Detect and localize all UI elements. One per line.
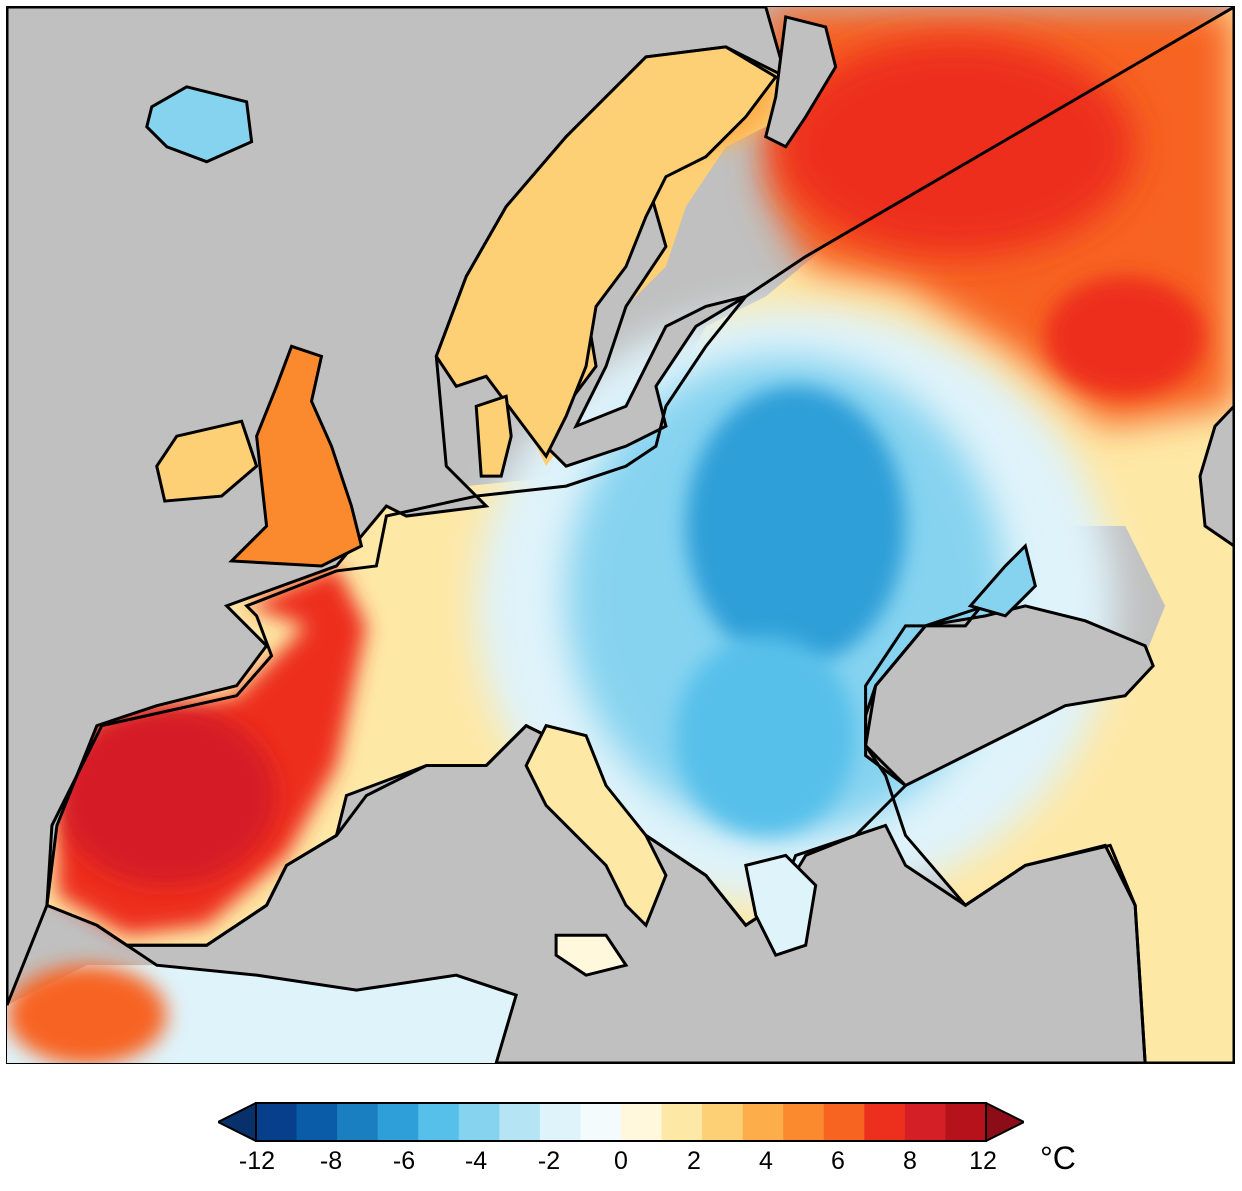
colorbar-segment <box>418 1103 460 1141</box>
ireland-coast <box>155 419 259 503</box>
colorbar-svg <box>218 1102 1024 1142</box>
cold-core-inner <box>685 386 906 666</box>
iceland-coast <box>145 85 254 164</box>
iberia-core <box>56 705 277 886</box>
cold-core-south <box>675 635 856 836</box>
white-sea <box>764 15 838 149</box>
temperature-anomaly-map <box>6 6 1235 1064</box>
crimea <box>967 543 1037 618</box>
scandinavia-coast <box>434 45 778 459</box>
colorbar-segment <box>864 1103 906 1141</box>
morocco-warm <box>7 965 167 1063</box>
sicily <box>554 933 629 977</box>
colorbar-tick-label: 8 <box>903 1147 917 1175</box>
hot-russia-core <box>775 36 1136 257</box>
denmark-coast <box>474 394 513 478</box>
map-canvas <box>7 7 1234 1063</box>
colorbar-segment <box>337 1103 379 1141</box>
colorbar-unit-label: °C <box>1040 1140 1076 1176</box>
colorbar <box>218 1102 1024 1142</box>
colorbar-tick-label: -12 <box>238 1147 276 1175</box>
baltic-sea <box>544 173 747 468</box>
colorbar-tick-label: 12 <box>969 1147 997 1175</box>
colorbar-segment <box>823 1103 865 1141</box>
colorbar-extend-min <box>218 1102 257 1142</box>
colorbar-segment <box>377 1103 419 1141</box>
iberia-coast <box>45 7 1234 1063</box>
colorbar-segment <box>499 1103 541 1141</box>
hot-russia-east <box>1045 276 1206 397</box>
colorbar-tick-label: 4 <box>759 1147 773 1175</box>
colorbar-segment <box>296 1103 338 1141</box>
caspian-sea <box>1198 404 1234 548</box>
colorbar-segment <box>621 1103 663 1141</box>
coast-land <box>45 7 1234 1063</box>
colorbar-segment <box>945 1103 987 1141</box>
colorbar-segment <box>458 1103 500 1141</box>
colorbar-segment <box>256 1103 298 1141</box>
great-britain-coast <box>228 344 364 568</box>
colorbar-tick-label: -8 <box>319 1147 343 1175</box>
colorbar-tick-label: 0 <box>614 1147 628 1175</box>
colorbar-extend-max <box>985 1102 1024 1142</box>
colorbar-segment <box>580 1103 622 1141</box>
colorbar-segment <box>783 1103 825 1141</box>
colorbar-tick-label: -6 <box>392 1147 416 1175</box>
colorbar-segment <box>742 1103 784 1141</box>
colorbar-segment <box>661 1103 703 1141</box>
colorbar-tick-label: -2 <box>537 1147 561 1175</box>
greece <box>744 853 818 958</box>
colorbar-segment <box>904 1103 946 1141</box>
colorbar-segment <box>702 1103 744 1141</box>
colorbar-segment <box>539 1103 581 1141</box>
italy-coast <box>524 723 668 928</box>
colorbar-tick-label: 2 <box>687 1147 701 1175</box>
colorbar-tick-label: 6 <box>831 1147 845 1175</box>
colorbar-tick-label: -4 <box>464 1147 488 1175</box>
